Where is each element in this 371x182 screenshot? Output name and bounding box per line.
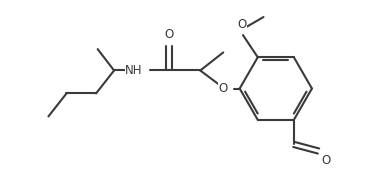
Text: O: O bbox=[237, 18, 247, 31]
Text: O: O bbox=[322, 154, 331, 167]
Text: NH: NH bbox=[125, 64, 143, 77]
Text: O: O bbox=[218, 82, 227, 95]
Text: O: O bbox=[164, 27, 174, 41]
